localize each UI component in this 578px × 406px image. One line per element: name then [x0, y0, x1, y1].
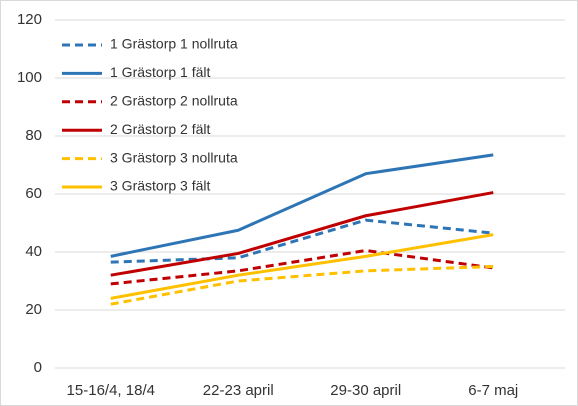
- series-line: [110, 153, 494, 258]
- x-tick-label: 15-16/4, 18/4: [67, 382, 155, 399]
- y-tick-label: 40: [25, 243, 42, 260]
- y-tick-label: 0: [34, 359, 42, 376]
- legend: 1 Grästorp 1 nollruta 1 Grästorp 1 fält 2 …: [62, 36, 238, 194]
- y-tick-label: 80: [25, 127, 42, 144]
- legend-label: 3 Grästorp 3 nollruta: [110, 149, 238, 165]
- x-tick-label: 22-23 april: [203, 382, 274, 399]
- x-tick-label: 6-7 maj: [468, 382, 518, 399]
- series-line: [110, 233, 494, 300]
- x-tick-label: 29-30 april: [330, 382, 401, 399]
- y-tick-label: 20: [25, 301, 42, 318]
- legend-label: 2 Grästorp 2 nollruta: [110, 93, 238, 109]
- legend-label: 1 Grästorp 1 nollruta: [110, 36, 238, 52]
- y-tick-label: 60: [25, 185, 42, 202]
- legend-label: 2 Grästorp 2 fält: [110, 121, 210, 137]
- legend-label: 3 Grästorp 3 fält: [110, 178, 210, 194]
- y-tick-label: 100: [17, 69, 42, 86]
- y-tick-label: 120: [17, 11, 42, 28]
- legend-label: 1 Grästorp 1 fält: [110, 64, 210, 80]
- series-line: [110, 191, 494, 277]
